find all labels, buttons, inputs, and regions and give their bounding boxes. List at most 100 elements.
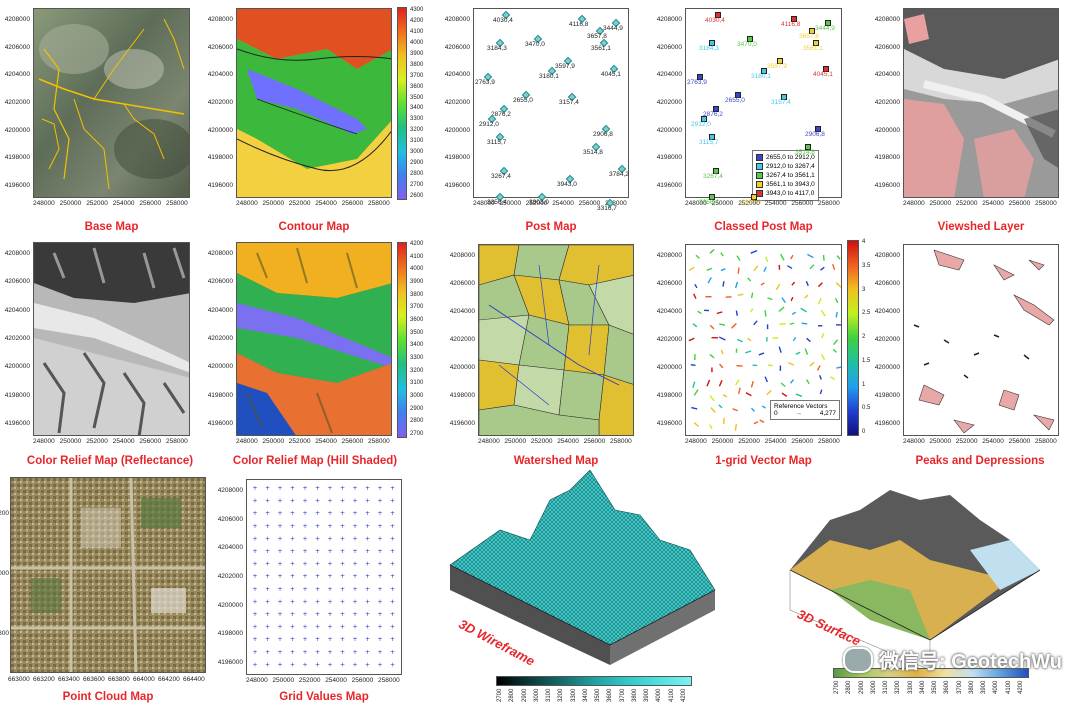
grid-node-icon: +: [265, 561, 270, 568]
classed-post-marker: [805, 144, 811, 150]
x-tick-label: 248000: [246, 677, 268, 684]
colorbar-tick-label: 3000: [870, 680, 877, 694]
vector-arrow: [720, 349, 724, 355]
grid-node-icon: +: [340, 548, 345, 555]
x-tick-label: 248000: [33, 438, 55, 445]
classed-post-marker: [701, 116, 707, 122]
x-tick-label: 248000: [236, 200, 258, 207]
vector-map-caption: 1-grid Vector Map: [715, 455, 812, 467]
colorbar-tick-label: 4200: [410, 241, 424, 247]
peaks-image: [913, 249, 1055, 434]
vector-arrow: [778, 346, 782, 353]
colorbar-tick-label: 2: [862, 334, 866, 340]
legend-row: 2912,0 to 3267,4: [756, 162, 815, 171]
grid-node-icon: +: [302, 510, 307, 517]
colorbar-tick-label: 4: [862, 239, 866, 245]
vector-arrow: [759, 419, 765, 423]
colorbar-tick-label: 2900: [410, 405, 424, 412]
vector-arrow: [806, 337, 811, 343]
x-tick-label: 250000: [504, 438, 527, 445]
vector-arrow: [753, 421, 759, 425]
grid-node-icon: +: [290, 498, 295, 505]
grid-node-icon: +: [277, 649, 282, 656]
x-tick-label: 250000: [272, 677, 295, 684]
vector-arrow: [749, 308, 754, 313]
y-tick-label: 4196000: [4, 420, 30, 427]
grid-node-icon: +: [377, 649, 382, 656]
grid-node-icon: +: [277, 636, 282, 643]
grid-node-icon: +: [327, 535, 332, 542]
y-tick-label: 4200000: [207, 363, 233, 371]
reflectance-plot: [33, 242, 190, 436]
grid-node-icon: +: [302, 649, 307, 656]
grid-node-icon: +: [365, 636, 370, 643]
colorbar-tick-label: 3300: [410, 355, 424, 361]
grid-node-icon: +: [377, 523, 382, 530]
grid-values-plot: + + + + + + + + + + + + + + + + + + + + + + + + + + + + + + + + + + + + + + + +…: [246, 479, 402, 675]
colorbar-tick-label: 3000: [410, 393, 424, 399]
y-tick-label: 4198000: [874, 154, 900, 162]
vector-arrow: [718, 363, 724, 369]
y-tick-label: 4204000: [874, 308, 900, 315]
vector-arrow: [693, 389, 699, 396]
grid-node-icon: +: [377, 548, 382, 555]
grid-node-icon: +: [340, 485, 345, 492]
y-tick-label: 000: [0, 570, 9, 577]
y-tick-label: 4198000: [656, 154, 682, 162]
vector-arrow: [767, 364, 773, 367]
y-tick-label: 4198000: [444, 154, 470, 162]
vector-arrow: [706, 379, 711, 387]
vector-arrow: [690, 364, 696, 367]
classed-post-label: 2763,9: [687, 79, 707, 86]
x-tick-label: 258000: [818, 200, 840, 207]
grid-node-icon: +: [352, 548, 357, 555]
x-tick-label: 252000: [530, 438, 553, 445]
vector-arrow: [807, 253, 814, 259]
x-tick-label: 250000: [262, 438, 285, 445]
post-label: 3943,0: [557, 181, 577, 188]
x-tick-label: 258000: [1035, 200, 1057, 207]
vector-arrow: [820, 266, 825, 271]
grid-node-icon: +: [352, 523, 357, 530]
colorbar-tick-label: 3.5: [862, 262, 871, 269]
vector-arrow: [693, 422, 700, 427]
y-tick-label: 4200000: [656, 126, 682, 134]
grid-node-icon: +: [315, 523, 320, 530]
colorbar-tick-label: 0.5: [862, 405, 871, 412]
x-tick-label: 254000: [315, 200, 337, 207]
vector-arrow: [693, 293, 697, 299]
x-tick-label: 256000: [341, 200, 364, 207]
post-label: 3514,8: [583, 149, 603, 156]
colorbar-tick-label: 3: [862, 286, 866, 293]
x-tick-label: 254000: [112, 200, 135, 207]
vector-arrow: [745, 392, 752, 397]
colorbar-tick-label: 2800: [410, 418, 424, 425]
colorbar-tick-label: 3600: [944, 680, 951, 694]
post-label: 3657,8: [587, 33, 607, 40]
colorbar-tick-label: 3600: [410, 317, 424, 323]
colorbar-tick-label: 2900: [410, 160, 424, 167]
x-tick-label: 248000: [33, 200, 55, 207]
y-tick-label: 4196000: [4, 182, 30, 189]
grid-node-icon: +: [265, 523, 270, 530]
y-tick-label: 4208000: [4, 250, 30, 257]
x-tick-label: 252000: [288, 200, 311, 207]
watershed-caption: Watershed Map: [513, 455, 599, 467]
grid-node-icon: +: [315, 611, 320, 618]
post-label: 4030,4: [493, 17, 513, 24]
vector-arrow: [833, 339, 839, 345]
vector-legend: Reference Vectors 0 → 4,277: [770, 400, 840, 420]
vector-arrow: [737, 293, 744, 296]
grid-node-icon: +: [352, 561, 357, 568]
vector-arrow: [692, 381, 696, 389]
grid-node-icon: +: [277, 586, 282, 593]
y-tick-label: 4202000: [874, 336, 900, 343]
grid-node-icon: +: [290, 548, 295, 555]
classed-post-marker: [697, 74, 703, 80]
peaks-plot: [903, 244, 1059, 436]
grid-node-icon: +: [277, 624, 282, 631]
y-tick-label: 4196000: [217, 659, 243, 666]
post-label: 3561,1: [591, 45, 611, 52]
classed-post-label: 4045,1: [813, 71, 833, 78]
colorbar-tick-label: 3600: [607, 688, 614, 702]
